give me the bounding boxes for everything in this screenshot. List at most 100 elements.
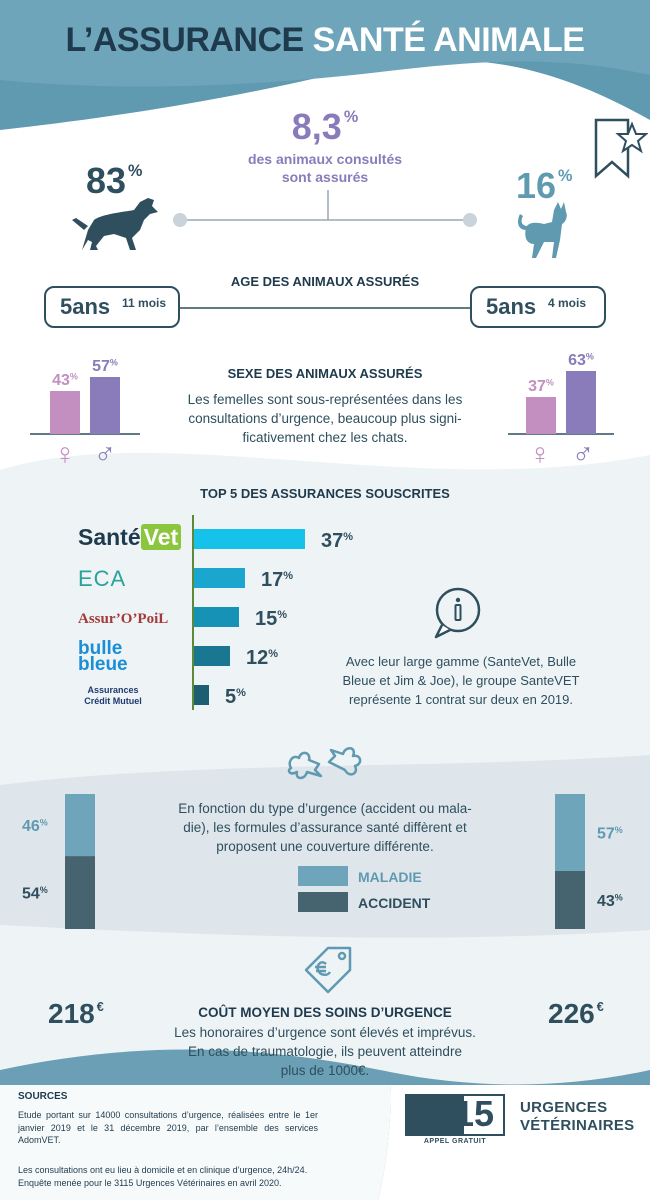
logo-santevet-text1: Santé xyxy=(78,524,141,550)
dog-male-symbol: ♂ xyxy=(93,438,117,471)
dog-percent: 83% xyxy=(86,160,142,202)
consult-percent-value: 8,3 xyxy=(291,106,342,147)
cat-female-symbol: ♀ xyxy=(528,438,552,471)
brand-logo-box xyxy=(405,1094,505,1136)
insurance-bar-0 xyxy=(194,529,305,549)
cat-accident-bar xyxy=(555,870,585,929)
cat-age-months: 4 mois xyxy=(548,296,587,310)
info-text-line3: représente 1 contrat sur deux en 2019. xyxy=(348,692,574,707)
insurance-chart: 37% 17% 15% 12%5% xyxy=(192,515,353,710)
cost-text-line3: plus de 1000€. xyxy=(280,1063,370,1078)
insurance-bar-4 xyxy=(194,685,209,705)
dog-cost-value: 218 xyxy=(48,998,95,1029)
consult-text-line1: des animaux consultés xyxy=(247,151,403,167)
consult-text-line2: sont assurés xyxy=(281,169,369,185)
consult-percent: 8,3% xyxy=(225,106,425,148)
brand-number: 3115 xyxy=(405,1094,505,1134)
brand-subtitle: APPEL GRATUIT xyxy=(423,1138,487,1145)
cat-sex-value-female: 37% xyxy=(528,377,554,395)
info-text-line1: Avec leur large gamme (SanteVet, Bulle xyxy=(345,654,577,669)
insurance-bar-2 xyxy=(194,607,239,627)
dog-sex-bar-female xyxy=(50,391,80,434)
ribbon-star-icon xyxy=(594,118,648,179)
dog-accident-bar xyxy=(65,856,95,929)
info-icon xyxy=(434,587,481,639)
coverage-text-line3: proposent une couverture différente. xyxy=(216,839,434,854)
cat-cost-value: 226 xyxy=(548,998,595,1029)
brand-line1: URGENCES xyxy=(520,1099,608,1116)
info-text: Avec leur large gamme (SanteVet, Bulle B… xyxy=(316,652,606,709)
insurance-bar-1 xyxy=(194,568,245,588)
dog-cost: 218 € xyxy=(48,998,104,1030)
dog-sex-bar-male xyxy=(90,377,120,434)
cat-percent-unit: % xyxy=(558,167,573,186)
cat-sex-value-male: 63% xyxy=(568,351,594,369)
cost-title: COÛT MOYEN DES SOINS D’URGENCE xyxy=(198,1005,452,1020)
dog-maladie-value: 46% xyxy=(22,817,48,835)
dog-icon xyxy=(72,198,158,250)
dog-percent-value: 83 xyxy=(86,160,127,201)
sources-text1: Etude portant sur 14000 consultations d’… xyxy=(18,1110,318,1145)
coverage-text-line2: die), les formules d’assurance santé dif… xyxy=(183,820,467,835)
dog-sex-value-male: 57% xyxy=(92,357,118,375)
logo-santevet-text2: Vet xyxy=(140,524,182,550)
dog-female-symbol: ♀ xyxy=(53,438,77,471)
consult-percent-unit: % xyxy=(343,108,359,127)
sex-text: Les femelles sont sous-représentées dans… xyxy=(176,390,474,447)
cost-text-line1: Les honoraires d’urgence sont élevés et … xyxy=(174,1025,476,1040)
logo-bulle-line1: bulle xyxy=(78,638,123,659)
sex-chart: 43% 57% 37% 63% xyxy=(30,351,614,435)
logo-bulle-bleue: bulle bleue xyxy=(78,638,128,675)
sources-text2: Les consultations ont eu lieu à domicile… xyxy=(18,1164,358,1189)
top5-title: TOP 5 DES ASSURANCES SOUSCRITES xyxy=(200,486,450,501)
broken-bone-icon xyxy=(287,747,362,780)
coverage-chart: 46% 54% 57% 43% xyxy=(22,794,623,929)
connector-line xyxy=(173,190,477,227)
coverage-text-line1: En fonction du type d’urgence (accident … xyxy=(178,801,472,816)
dog-accident-value: 54% xyxy=(22,885,48,903)
logo-assuropoil: Assur’O’PoiL xyxy=(78,611,169,627)
cat-sex-bar-female xyxy=(526,397,556,434)
cat-percent: 16% xyxy=(516,165,572,207)
price-tag-icon xyxy=(304,946,352,994)
logo-cm-line2: Crédit Mutuel xyxy=(84,696,142,706)
sources-line2: Les consultations ont eu lieu à domicile… xyxy=(18,1165,308,1175)
title-part1: L’ASSURANCE xyxy=(65,21,305,59)
dog-maladie-bar xyxy=(65,794,95,857)
brand-number-text: 3115 xyxy=(415,1093,495,1134)
logo-santevet: Santé Vet xyxy=(78,524,182,551)
sex-text-line3: ficativement chez les chats. xyxy=(242,430,408,445)
consult-text: des animaux consultés sont assurés xyxy=(200,150,450,186)
age-connector xyxy=(180,307,470,309)
cat-male-symbol: ♂ xyxy=(571,438,595,471)
sex-labels xyxy=(0,0,650,1)
legend-accident-swatch xyxy=(298,892,348,912)
dog-cost-currency: € xyxy=(96,999,104,1014)
dog-age-years: 5ans xyxy=(60,294,111,319)
cat-cost: 226 € xyxy=(548,998,604,1030)
insurance-value-0: 37% xyxy=(321,530,353,552)
legend-maladie-swatch xyxy=(298,866,348,886)
age-title: AGE DES ANIMAUX ASSURÉS xyxy=(230,274,420,289)
cat-cost-currency: € xyxy=(596,999,604,1014)
cat-accident-value: 43% xyxy=(597,892,623,910)
sources-line3: Enquête menée pour le 3115 Urgences Vété… xyxy=(18,1177,282,1188)
page-title: L’ASSURANCE SANTÉ ANIMALE xyxy=(0,18,650,62)
cat-maladie-bar xyxy=(555,794,585,871)
sex-text-line2: consultations d’urgence, beaucoup plus s… xyxy=(188,411,462,426)
cat-age-box: 5ans 4 mois xyxy=(470,286,606,328)
dog-sex-value-female: 43% xyxy=(52,371,78,389)
insurance-value-1: 17% xyxy=(261,569,293,591)
legend-maladie-label: MALADIE xyxy=(358,869,422,885)
legend-accident-label: ACCIDENT xyxy=(358,895,431,911)
brand-line2: VÉTÉRINAIRES xyxy=(520,1117,635,1134)
cat-sex-bar-male xyxy=(566,371,596,434)
info-text-line2: Bleue et Jim & Joe), le groupe SanteVET xyxy=(342,673,580,688)
logo-bulle-line2: bleue xyxy=(78,654,128,675)
coverage-text: En fonction du type d’urgence (accident … xyxy=(165,799,485,856)
cost-text: Les honoraires d’urgence sont élevés et … xyxy=(165,1023,485,1080)
logo-credit-mutuel: Assurances Crédit Mutuel xyxy=(78,685,148,707)
sex-text-line1: Les femelles sont sous-représentées dans… xyxy=(187,392,463,407)
dog-age-box: 5ans 11 mois xyxy=(44,286,180,328)
